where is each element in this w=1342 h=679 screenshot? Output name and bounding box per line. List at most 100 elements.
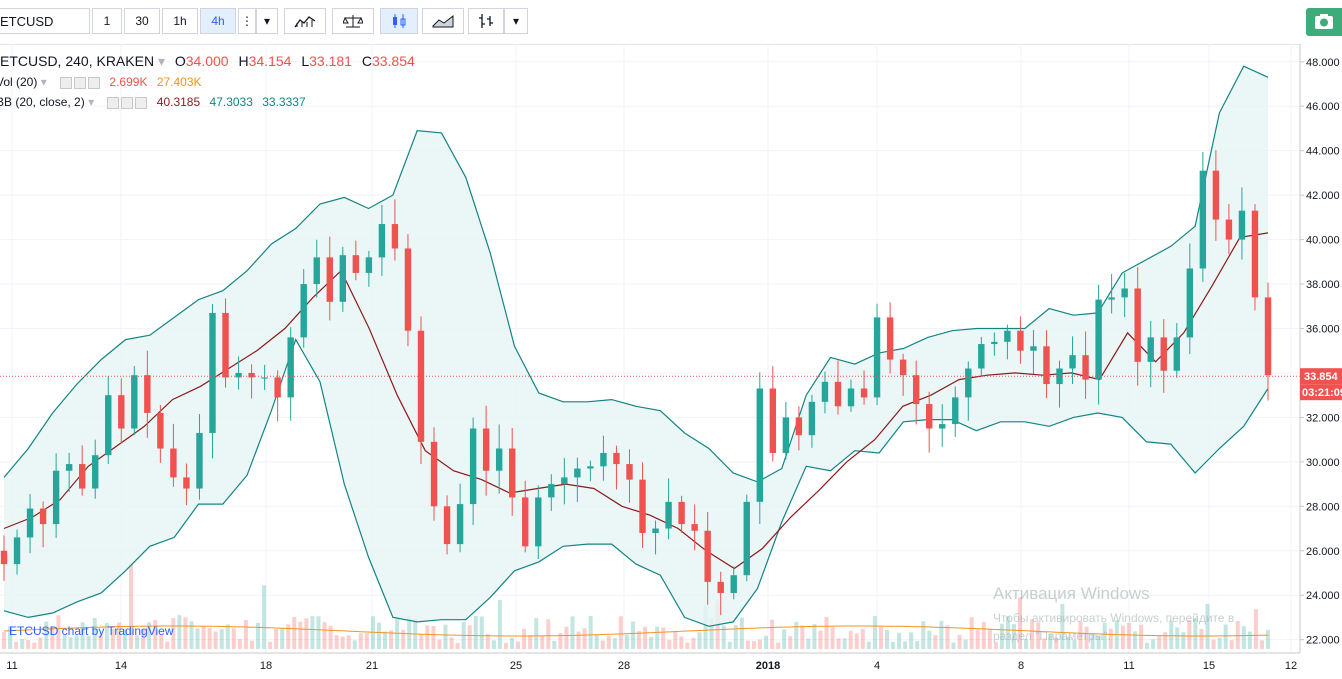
volume-bar [1223, 624, 1228, 649]
interval-1-button[interactable]: 1 [92, 8, 122, 34]
volume-bar [20, 638, 25, 649]
visibility-icon[interactable] [107, 96, 120, 109]
settings-icon[interactable] [121, 96, 134, 109]
series-title[interactable]: ETCUSD, 240, KRAKEN [0, 53, 155, 69]
settings-icon[interactable] [74, 76, 87, 89]
candle-body [1030, 346, 1037, 351]
volume-bar [1138, 624, 1143, 649]
volume-bar [189, 621, 194, 649]
visibility-icon[interactable] [60, 76, 73, 89]
remove-icon[interactable] [135, 96, 148, 109]
volume-bar [1247, 631, 1252, 649]
candle-body [522, 497, 529, 547]
low-label: L [301, 53, 310, 69]
tradingview-watermark[interactable]: ETCUSD chart by TradingView [9, 624, 174, 638]
x-tick-label: 15 [1203, 660, 1215, 672]
symbol-search-input[interactable]: ETCUSD [0, 8, 90, 34]
candle [1225, 203, 1233, 255]
area-style-icon[interactable] [422, 8, 464, 34]
candle [925, 391, 933, 453]
bollinger-band-fill [4, 66, 1268, 627]
volume-bar [558, 633, 563, 649]
volume-dropdown-icon[interactable]: ▾ [40, 75, 47, 89]
x-tick-label: 12 [1285, 660, 1297, 672]
volume-bar [74, 635, 79, 649]
volume-bar [745, 640, 750, 649]
volume-bar [316, 616, 321, 649]
candlestick-series [0, 150, 1272, 616]
volume-bar [751, 641, 756, 649]
volume-bar [1169, 620, 1174, 649]
volume-bar [358, 633, 363, 649]
volume-bar [1096, 635, 1101, 649]
candle-body [469, 428, 477, 505]
bars-style-icon[interactable] [468, 8, 504, 34]
chart-type-dropdown-icon[interactable]: ▾ [504, 8, 528, 34]
interval-4h-button[interactable]: 4h [200, 8, 236, 34]
volume-bar [1217, 637, 1222, 649]
volume-bar [1108, 628, 1113, 649]
indicators-icon[interactable] [284, 8, 326, 34]
volume-bar [576, 631, 581, 649]
candle-body [978, 344, 985, 369]
volume-bar [479, 616, 484, 649]
candle [847, 379, 855, 412]
candle [443, 495, 451, 555]
candle [287, 327, 294, 421]
volume-bar [1187, 620, 1192, 649]
candle-body [326, 257, 333, 302]
volume-bar [691, 637, 696, 649]
candle-body [613, 452, 620, 465]
candle [639, 462, 646, 548]
volume-bar [540, 636, 545, 649]
candle-body [730, 575, 737, 593]
volume-title[interactable]: Vol (20) [0, 75, 38, 89]
candle-body [912, 375, 920, 405]
candle-body [691, 524, 698, 531]
candle-body [313, 257, 320, 285]
candle-body [339, 255, 347, 302]
volume-bar [975, 629, 980, 649]
volume-bar [1102, 622, 1107, 649]
legend-dropdown-icon[interactable]: ▾ [157, 53, 165, 69]
volume-bar [1241, 626, 1246, 649]
candle-body [808, 401, 816, 436]
interval-dropdown-icon[interactable]: ▾ [256, 8, 278, 34]
bb-title[interactable]: BB (20, close, 2) [0, 95, 85, 109]
volume-bar [788, 636, 793, 649]
compare-scale-icon[interactable] [332, 8, 374, 34]
candle-body [1225, 219, 1233, 240]
volume-bar [1163, 632, 1168, 649]
camera-icon[interactable] [1306, 8, 1342, 36]
interval-1h-button[interactable]: 1h [162, 8, 198, 34]
bb-dropdown-icon[interactable]: ▾ [88, 95, 95, 109]
candle-body [482, 428, 490, 471]
volume-bar [812, 624, 817, 649]
volume-bar [643, 626, 648, 649]
remove-icon[interactable] [88, 76, 101, 89]
candle [248, 364, 255, 399]
y-tick-label: 42.000 [1306, 190, 1340, 202]
candle-body [1199, 170, 1207, 269]
candle [1108, 274, 1115, 314]
candle [522, 480, 529, 553]
windows-activation-line1: Чтобы активировать Windows, перейдите в [993, 611, 1234, 625]
candle-body [378, 224, 386, 258]
volume-bar [207, 628, 212, 649]
price-chart[interactable]: 22.000 24.000 26.000 28.000 30.000 32.000 34.0… [0, 44, 1342, 679]
volume-bar [1199, 628, 1204, 649]
countdown-label: 03:21:09 [1302, 387, 1342, 399]
candle-body [1069, 355, 1076, 369]
x-tick-label: 11 [6, 660, 17, 672]
volume-bar [1181, 632, 1186, 649]
volume-bar [963, 639, 968, 649]
candles-style-icon[interactable] [380, 8, 418, 34]
interval-30-button[interactable]: 30 [124, 8, 160, 34]
more-intervals-icon[interactable]: ⋮ [238, 8, 256, 34]
candle-body [991, 341, 998, 345]
candle [613, 445, 620, 490]
volume-bar [1054, 637, 1059, 649]
bollinger-upper-line [3, 65, 1269, 483]
candle [665, 478, 672, 540]
x-tick-label: 8 [1018, 660, 1024, 672]
